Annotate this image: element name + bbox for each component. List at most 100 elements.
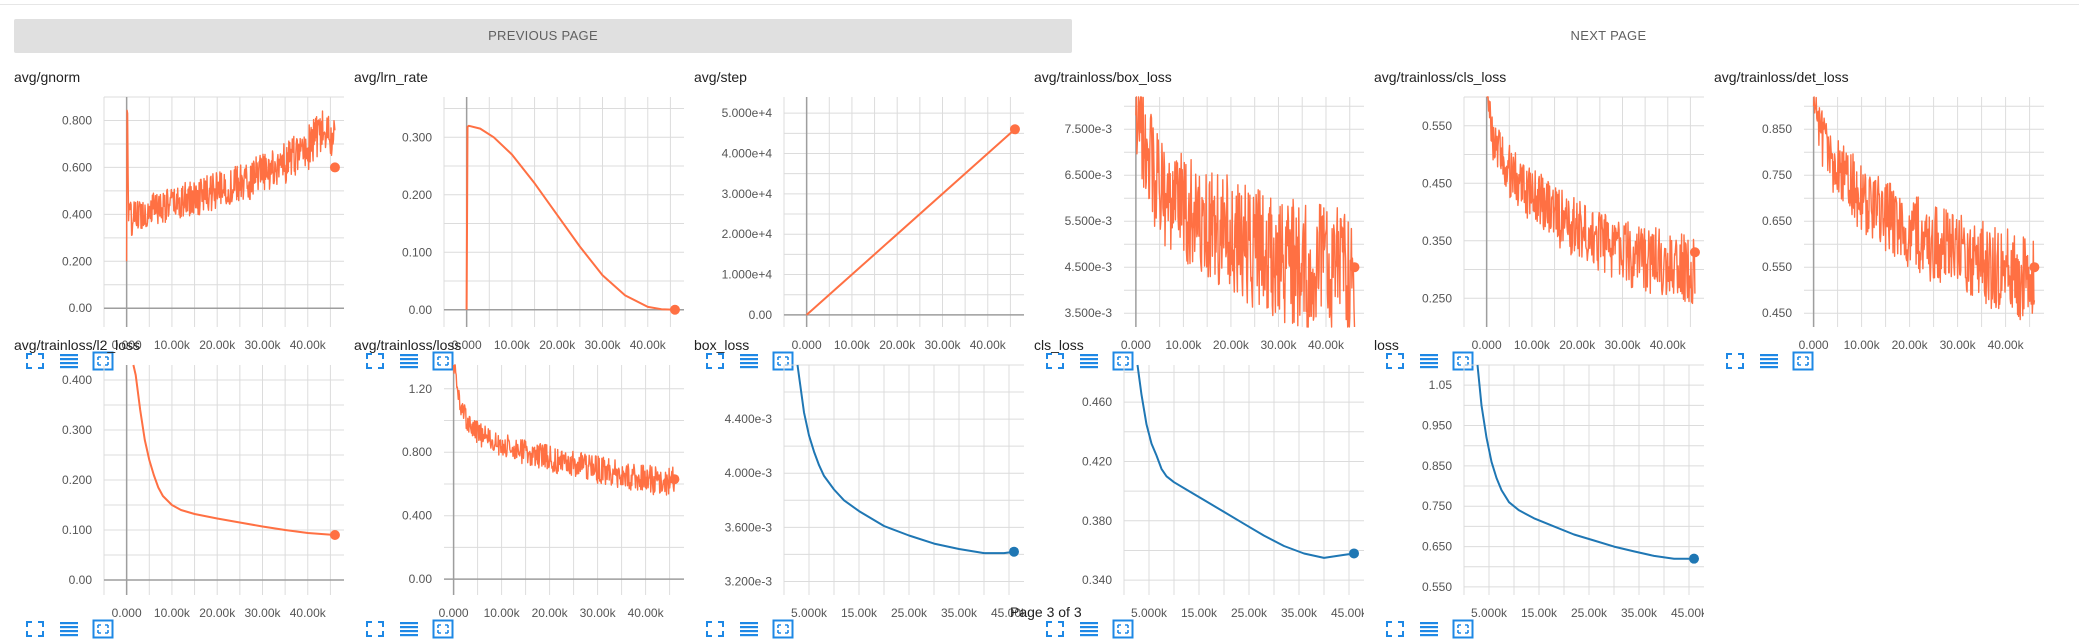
fit-domain-icon-glyph xyxy=(1452,351,1474,371)
expand-icon[interactable] xyxy=(364,619,386,644)
fit-domain-icon[interactable] xyxy=(92,619,114,644)
y-tick-label: 3.500e-3 xyxy=(1065,306,1113,320)
list-icon[interactable] xyxy=(58,351,80,376)
x-tick-label: 5.000k xyxy=(791,606,828,620)
fit-domain-icon[interactable] xyxy=(92,351,114,376)
y-tick-label: 0.380 xyxy=(1082,514,1112,528)
list-icon[interactable] xyxy=(398,619,420,644)
series-end-marker xyxy=(1009,124,1020,135)
page-indicator: Page 3 of 3 xyxy=(1010,604,1082,620)
y-tick-label: 7.500e-3 xyxy=(1065,122,1113,136)
list-icon[interactable] xyxy=(1078,351,1100,376)
chart-plot: 0.00 0.100 0.200 0.300 0.000 10.00k 20.00k 30.0… xyxy=(402,97,684,352)
x-tick-label: 30.00k xyxy=(584,338,621,352)
series-end-marker xyxy=(1689,553,1699,564)
x-tick-label: 0.000 xyxy=(1472,338,1502,352)
next-page-button[interactable]: NEXT PAGE xyxy=(1570,28,1647,43)
y-tick-label: 6.500e-3 xyxy=(1065,168,1113,182)
x-tick-label: 20.00k xyxy=(1892,338,1929,352)
fit-domain-icon-glyph xyxy=(92,619,114,639)
x-tick-label: 20.00k xyxy=(879,338,916,352)
x-tick-label: 45.00k xyxy=(1331,606,1364,620)
x-tick-label: 10.00k xyxy=(1844,338,1881,352)
list-icon[interactable] xyxy=(1078,619,1100,644)
expand-icon-glyph xyxy=(706,353,724,369)
y-tick-label: 0.420 xyxy=(1082,454,1112,468)
list-icon[interactable] xyxy=(738,619,760,644)
x-tick-label: 0.000 xyxy=(792,338,822,352)
x-tick-label: 30.00k xyxy=(244,606,281,620)
previous-page-button[interactable]: PREVIOUS PAGE xyxy=(14,19,1072,53)
list-icon[interactable] xyxy=(58,619,80,644)
x-tick-label: 40.00k xyxy=(1650,338,1687,352)
y-tick-label: 0.00 xyxy=(409,572,433,586)
list-icon[interactable] xyxy=(1418,619,1440,644)
y-tick-label: 1.20 xyxy=(409,382,433,396)
fit-domain-icon[interactable] xyxy=(432,351,454,376)
expand-icon[interactable] xyxy=(364,351,386,376)
fit-domain-icon[interactable] xyxy=(1792,351,1814,376)
expand-icon[interactable] xyxy=(1044,351,1066,376)
y-tick-label: 0.750 xyxy=(1762,168,1792,182)
y-tick-label: 4.000e+4 xyxy=(722,146,773,160)
chart-plot: 3.500e-3 4.500e-3 5.500e-3 6.500e-3 7.500e-3… xyxy=(1065,96,1364,352)
chart-title: avg/trainloss/loss xyxy=(354,337,462,353)
chart-title: box_loss xyxy=(694,337,750,353)
x-tick-label: 20.00k xyxy=(199,606,236,620)
chart-toolbar xyxy=(1044,619,1146,641)
fit-domain-icon[interactable] xyxy=(432,619,454,644)
series-end-marker xyxy=(329,530,340,540)
list-icon[interactable] xyxy=(1418,351,1440,376)
x-tick-label: 20.00k xyxy=(1559,338,1596,352)
list-icon[interactable] xyxy=(1758,351,1780,376)
list-icon-glyph xyxy=(60,354,78,369)
list-icon[interactable] xyxy=(738,351,760,376)
expand-icon[interactable] xyxy=(1384,619,1406,644)
chart-plot: 0.00 0.100 0.200 0.300 0.400 0.000 10.00k 20.00… xyxy=(62,364,344,620)
fit-domain-icon[interactable] xyxy=(1452,619,1474,644)
chart-toolbar xyxy=(1044,351,1146,373)
fit-domain-icon[interactable] xyxy=(1112,619,1134,644)
chart-toolbar xyxy=(704,619,806,641)
fit-domain-icon-glyph xyxy=(1792,351,1814,371)
list-icon-glyph xyxy=(740,622,758,637)
y-tick-label: 0.550 xyxy=(1422,580,1452,594)
expand-icon[interactable] xyxy=(1044,619,1066,644)
y-tick-label: 0.100 xyxy=(402,245,432,259)
expand-icon[interactable] xyxy=(704,619,726,644)
y-tick-label: 4.000e-3 xyxy=(725,466,773,480)
y-tick-label: 2.000e+4 xyxy=(722,227,773,241)
expand-icon[interactable] xyxy=(24,351,46,376)
expand-icon[interactable] xyxy=(1384,351,1406,376)
x-tick-label: 10.00k xyxy=(1165,338,1202,352)
chart-title: loss xyxy=(1374,337,1399,353)
series-line xyxy=(805,128,1016,316)
fit-domain-icon[interactable] xyxy=(1452,351,1474,376)
chart-title: avg/trainloss/box_loss xyxy=(1034,69,1172,85)
x-tick-label: 35.00k xyxy=(941,606,978,620)
expand-icon[interactable] xyxy=(704,351,726,376)
y-tick-label: 3.200e-3 xyxy=(725,574,773,588)
list-icon[interactable] xyxy=(398,351,420,376)
y-tick-label: 0.340 xyxy=(1082,573,1112,587)
list-icon-glyph xyxy=(740,354,758,369)
y-tick-label: 0.850 xyxy=(1762,122,1792,136)
fit-domain-icon-glyph xyxy=(432,351,454,371)
x-tick-label: 45.00k xyxy=(1671,606,1704,620)
y-tick-label: 0.200 xyxy=(62,254,92,268)
chart-card: loss 0.550 0.650 0.750 0.850 0.950 1.05 5.000k 1… xyxy=(1374,337,1704,639)
series-end-marker xyxy=(1349,548,1359,559)
y-tick-label: 0.450 xyxy=(1762,306,1792,320)
chart-card: avg/trainloss/loss 0.00 0.400 0.800 1.20 0.00… xyxy=(354,337,684,639)
chart-plot: 0.00 0.400 0.800 1.20 0.000 10.00k 20.00k 30.00… xyxy=(402,364,684,620)
fit-domain-icon[interactable] xyxy=(1112,351,1134,376)
expand-icon-glyph xyxy=(366,621,384,637)
fit-domain-icon[interactable] xyxy=(772,619,794,644)
chart-plot: 0.250 0.350 0.450 0.550 0.000 10.00k 20.00k 30.… xyxy=(1422,96,1704,352)
expand-icon[interactable] xyxy=(24,619,46,644)
fit-domain-icon-glyph xyxy=(432,619,454,639)
chart-toolbar xyxy=(364,351,466,373)
expand-icon-glyph xyxy=(26,353,44,369)
expand-icon[interactable] xyxy=(1724,351,1746,376)
x-tick-label: 20.00k xyxy=(1213,338,1250,352)
